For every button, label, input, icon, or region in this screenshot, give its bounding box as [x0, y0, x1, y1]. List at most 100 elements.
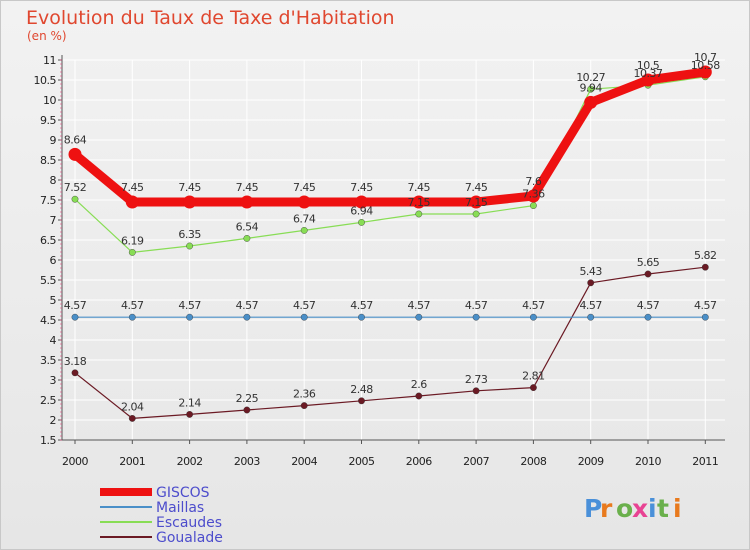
- data-point: [701, 313, 709, 321]
- legend-label-goualade: Goualade: [156, 530, 223, 546]
- y-tick-label: 1.5: [40, 434, 56, 447]
- data-point: [587, 85, 595, 93]
- data-label: 4.57: [694, 299, 717, 312]
- data-label: 6.74: [293, 212, 316, 225]
- legend-label-maillas: Maillas: [156, 500, 204, 516]
- data-label: 2.73: [465, 373, 488, 386]
- data-point: [698, 65, 712, 79]
- data-point: [701, 263, 709, 271]
- chart-y-unit: (en %): [27, 29, 67, 43]
- data-point: [186, 242, 194, 250]
- y-tick-label: 4.5: [40, 314, 56, 327]
- data-label: 10.37: [634, 67, 663, 80]
- data-point: [128, 313, 136, 321]
- data-point: [641, 73, 655, 87]
- x-tick-label: 2004: [291, 455, 317, 468]
- data-label: 7.15: [408, 196, 431, 209]
- data-point: [530, 313, 537, 321]
- x-tick-label: 2011: [692, 455, 718, 468]
- data-label: 7.45: [121, 181, 144, 194]
- series-line-escaudes: [74, 76, 706, 253]
- data-point: [297, 195, 311, 209]
- data-point: [644, 313, 652, 321]
- data-label: 5.65: [637, 256, 660, 269]
- data-point: [530, 384, 537, 391]
- data-point: [186, 410, 194, 418]
- x-tick-label: 2009: [578, 455, 604, 468]
- proxiti-logo: Pr ox i t i: [584, 494, 682, 523]
- x-tick-label: 2008: [520, 455, 546, 468]
- y-tick-label: 3.5: [40, 354, 56, 367]
- series-line-goualade: [74, 266, 706, 419]
- chart-title: Evolution du Taux de Taxe d'Habitation: [26, 7, 395, 29]
- y-tick-label: 4: [50, 334, 57, 347]
- logo-letter: t: [657, 494, 669, 523]
- data-point: [243, 313, 251, 321]
- data-label: 2.14: [178, 396, 201, 409]
- data-point: [68, 147, 82, 161]
- data-label: 7.45: [293, 181, 316, 194]
- data-point: [412, 195, 426, 209]
- x-tick-label: 2007: [463, 455, 489, 468]
- logo-letter: o: [616, 494, 633, 523]
- data-label: 2.48: [350, 383, 373, 396]
- data-label: 4.57: [178, 299, 201, 312]
- data-label: 4.57: [408, 299, 431, 312]
- data-point: [243, 406, 251, 414]
- data-point: [300, 226, 308, 234]
- data-point: [71, 195, 79, 203]
- data-point: [300, 313, 308, 321]
- y-tick-label: 9: [50, 134, 57, 147]
- data-label: 7.45: [178, 181, 201, 194]
- data-point: [472, 313, 480, 321]
- data-point: [358, 397, 365, 405]
- data-point: [71, 313, 79, 321]
- data-label: 10.5: [637, 59, 660, 72]
- grid-layer: [62, 59, 725, 441]
- data-label: 4.57: [637, 299, 660, 312]
- y-tick-label: 5: [50, 294, 57, 307]
- data-label: 10.7: [694, 51, 717, 64]
- data-point: [125, 195, 139, 209]
- data-label: 6.19: [121, 234, 144, 247]
- data-label: 4.57: [579, 299, 602, 312]
- data-point: [128, 414, 136, 422]
- data-label: 4.57: [465, 299, 488, 312]
- data-point: [469, 195, 483, 209]
- legend-label-escaudes: Escaudes: [156, 515, 222, 531]
- data-label: 6.35: [178, 228, 201, 241]
- data-label: 4.57: [522, 299, 545, 312]
- data-label: 2.25: [236, 392, 259, 405]
- data-point: [355, 195, 368, 209]
- data-label: 4.57: [350, 299, 373, 312]
- x-tick-label: 2003: [234, 455, 260, 468]
- data-label: 7.52: [64, 181, 87, 194]
- data-label: 6.94: [350, 204, 373, 217]
- series-maillas: [71, 313, 709, 321]
- y-tick-label: 10.5: [34, 74, 57, 87]
- data-point: [530, 202, 537, 210]
- data-point: [415, 210, 423, 218]
- x-tick-label: 2001: [119, 455, 145, 468]
- data-point: [183, 195, 197, 209]
- data-label: 5.82: [694, 249, 717, 262]
- data-point: [415, 392, 423, 400]
- series-escaudes: [71, 73, 709, 256]
- data-point: [587, 279, 595, 287]
- data-label: 4.57: [121, 299, 144, 312]
- axis-layer: 1.5 2 2.5 3 3.5 4 4.5 5 5.5 6 6.5 7 7.5 8 8.5 9 9.5 10 10.…: [34, 54, 725, 468]
- y-tick-label: 7.5: [40, 194, 56, 207]
- data-label: 6.54: [236, 220, 259, 233]
- logo-letter: i: [673, 494, 682, 523]
- legend-label-giscos: GISCOS: [156, 485, 210, 501]
- data-point: [358, 313, 365, 321]
- x-tick-label: 2005: [349, 455, 375, 468]
- data-label: 2.04: [121, 400, 144, 413]
- data-label: 7.45: [465, 181, 488, 194]
- y-tick-label: 6: [50, 254, 57, 267]
- data-label: 3.18: [64, 355, 87, 368]
- data-label: 10.58: [691, 59, 720, 72]
- data-label: 7.45: [350, 181, 373, 194]
